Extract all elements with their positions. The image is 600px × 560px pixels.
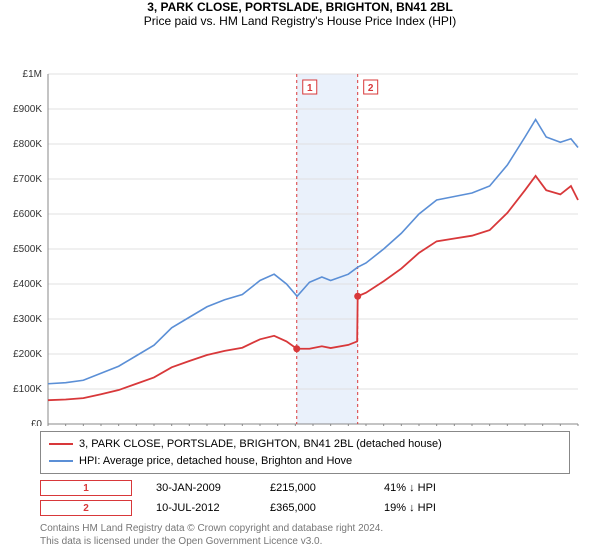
- svg-text:£500K: £500K: [13, 244, 42, 255]
- svg-text:£800K: £800K: [13, 139, 42, 150]
- svg-text:£100K: £100K: [13, 384, 42, 395]
- svg-text:2: 2: [368, 83, 374, 94]
- legend-swatch: [49, 460, 73, 462]
- chart-svg: £0 £100K £200K £300K £400K £500K £600K £700K £80…: [0, 28, 600, 426]
- svg-text:£200K: £200K: [13, 349, 42, 360]
- sale-events: 1 30-JAN-2009 £215,000 41% ↓ HPI 2 10-JUL-201…: [0, 480, 600, 516]
- sale-event-row: 2 10-JUL-2012 £365,000 19% ↓ HPI: [40, 500, 570, 516]
- svg-text:£1M: £1M: [23, 69, 42, 80]
- event-delta: 19% ↓ HPI: [384, 502, 474, 514]
- event-marker-icon: 1: [40, 480, 132, 496]
- title-line-2: Price paid vs. HM Land Registry's House …: [0, 14, 600, 28]
- event-price: £215,000: [270, 482, 360, 494]
- event-marker-icon: 2: [40, 500, 132, 516]
- event-price: £365,000: [270, 502, 360, 514]
- footer-line-2: This data is licensed under the Open Gov…: [40, 535, 570, 548]
- legend-row: 3, PARK CLOSE, PORTSLADE, BRIGHTON, BN41…: [49, 436, 561, 453]
- legend-label: HPI: Average price, detached house, Brig…: [79, 453, 352, 470]
- svg-text:1: 1: [307, 83, 313, 94]
- event-date: 10-JUL-2012: [156, 502, 246, 514]
- svg-text:£0: £0: [31, 419, 43, 426]
- svg-text:£900K: £900K: [13, 104, 42, 115]
- svg-text:£600K: £600K: [13, 209, 42, 220]
- footer: Contains HM Land Registry data © Crown c…: [40, 522, 570, 548]
- legend-swatch: [49, 443, 73, 445]
- event-date: 30-JAN-2009: [156, 482, 246, 494]
- sale-event-row: 1 30-JAN-2009 £215,000 41% ↓ HPI: [40, 480, 570, 496]
- legend: 3, PARK CLOSE, PORTSLADE, BRIGHTON, BN41…: [40, 431, 570, 474]
- event-delta: 41% ↓ HPI: [384, 482, 474, 494]
- page-title: 3, PARK CLOSE, PORTSLADE, BRIGHTON, BN41…: [0, 0, 600, 28]
- price-chart: £0 £100K £200K £300K £400K £500K £600K £700K £80…: [0, 28, 600, 431]
- title-line-1: 3, PARK CLOSE, PORTSLADE, BRIGHTON, BN41…: [0, 0, 600, 14]
- svg-text:£400K: £400K: [13, 279, 42, 290]
- svg-text:£700K: £700K: [13, 174, 42, 185]
- footer-line-1: Contains HM Land Registry data © Crown c…: [40, 522, 570, 535]
- legend-row: HPI: Average price, detached house, Brig…: [49, 453, 561, 470]
- legend-label: 3, PARK CLOSE, PORTSLADE, BRIGHTON, BN41…: [79, 436, 442, 453]
- svg-text:£300K: £300K: [13, 314, 42, 325]
